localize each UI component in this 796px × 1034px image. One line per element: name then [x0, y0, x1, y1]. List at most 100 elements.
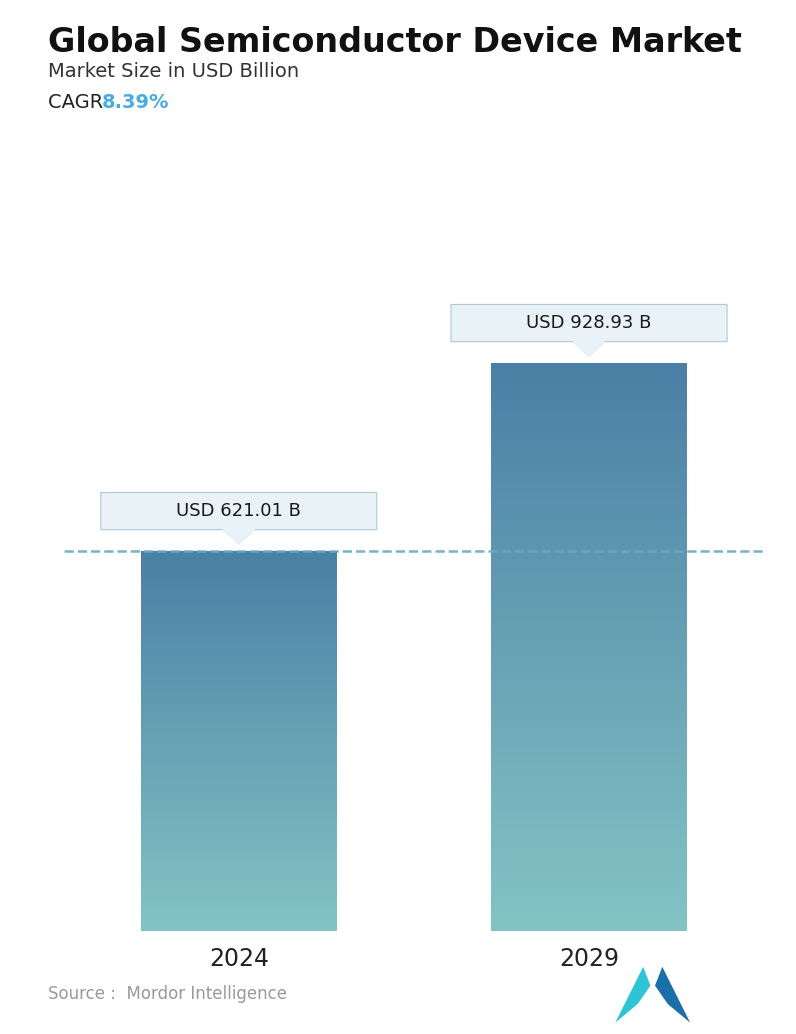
Bar [141, 879, 337, 880]
Bar [491, 736, 687, 738]
Bar [141, 808, 337, 810]
Bar [491, 719, 687, 721]
Bar [141, 901, 337, 902]
Bar [491, 518, 687, 520]
Bar [141, 599, 337, 600]
Bar [491, 672, 687, 673]
Bar [141, 921, 337, 923]
Bar [141, 796, 337, 798]
Bar [141, 758, 337, 759]
Bar [141, 668, 337, 669]
Bar [141, 830, 337, 832]
Bar [491, 483, 687, 485]
Bar [141, 864, 337, 866]
Bar [141, 739, 337, 741]
Bar [141, 565, 337, 566]
Bar [141, 717, 337, 719]
Bar [141, 588, 337, 589]
Bar [141, 680, 337, 681]
Bar [491, 887, 687, 889]
Bar [141, 918, 337, 919]
Bar [491, 613, 687, 615]
Bar [491, 768, 687, 770]
Bar [141, 803, 337, 804]
Bar [491, 878, 687, 880]
Bar [491, 586, 687, 588]
Bar [491, 834, 687, 837]
Bar [141, 778, 337, 779]
Bar [141, 821, 337, 822]
Bar [141, 569, 337, 571]
Bar [141, 580, 337, 582]
Bar [141, 855, 337, 856]
Bar [491, 547, 687, 549]
Bar [491, 755, 687, 757]
Bar [141, 644, 337, 645]
Bar [491, 908, 687, 910]
Bar [141, 737, 337, 738]
Bar [141, 917, 337, 918]
Bar [491, 826, 687, 828]
Bar [491, 374, 687, 376]
Bar [141, 853, 337, 855]
Bar [491, 872, 687, 874]
Bar [491, 433, 687, 435]
Bar [491, 679, 687, 681]
Bar [141, 807, 337, 808]
Bar [491, 600, 687, 602]
Bar [491, 445, 687, 447]
Bar [141, 629, 337, 630]
Bar [141, 691, 337, 692]
Bar [491, 705, 687, 707]
Bar [491, 588, 687, 590]
Bar [141, 696, 337, 697]
Bar [141, 556, 337, 557]
Bar [141, 869, 337, 870]
Bar [141, 792, 337, 793]
Bar [141, 626, 337, 628]
Bar [491, 738, 687, 739]
Bar [491, 783, 687, 785]
Bar [491, 467, 687, 469]
Bar [491, 419, 687, 420]
Bar [141, 664, 337, 665]
Bar [491, 842, 687, 844]
Bar [491, 796, 687, 798]
Bar [491, 904, 687, 906]
Bar [491, 650, 687, 652]
Bar [141, 920, 337, 921]
Bar [491, 429, 687, 431]
Bar [141, 617, 337, 618]
Bar [141, 731, 337, 732]
Bar [491, 681, 687, 682]
Bar [141, 671, 337, 673]
Bar [491, 764, 687, 766]
Bar [491, 721, 687, 723]
Bar [141, 555, 337, 556]
Bar [141, 805, 337, 807]
Bar [491, 428, 687, 429]
Bar [141, 761, 337, 762]
Bar [141, 857, 337, 858]
Bar [491, 558, 687, 560]
Bar [141, 790, 337, 792]
Bar [491, 474, 687, 475]
Bar [141, 651, 337, 652]
Bar [141, 665, 337, 667]
Bar [141, 687, 337, 688]
Bar [141, 714, 337, 716]
Bar [141, 670, 337, 671]
Bar [491, 848, 687, 849]
Bar [141, 630, 337, 631]
Bar [141, 782, 337, 783]
Text: Source :  Mordor Intelligence: Source : Mordor Intelligence [48, 985, 287, 1003]
Bar [491, 522, 687, 524]
Bar [141, 747, 337, 748]
Bar [141, 884, 337, 885]
Bar [141, 624, 337, 625]
Bar [491, 793, 687, 794]
Bar [491, 378, 687, 381]
Polygon shape [653, 967, 690, 1023]
Bar [491, 910, 687, 912]
Bar [491, 673, 687, 675]
